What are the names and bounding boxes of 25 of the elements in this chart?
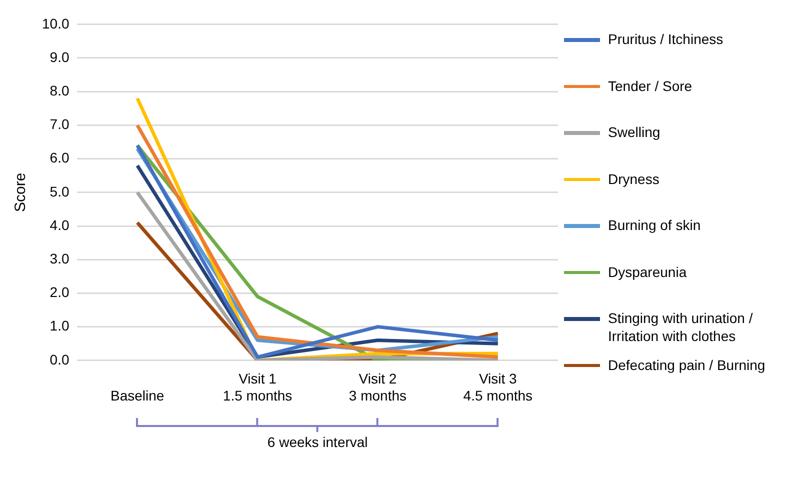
y-tick-label: 10.0: [42, 15, 70, 32]
legend-label: Dyspareunia: [608, 262, 687, 280]
legend-label: Burning of skin: [608, 216, 701, 234]
text: 6 weeks interval: [266, 434, 369, 450]
legend-label: Tender / Sore: [608, 76, 692, 94]
legend-label: Swelling: [608, 123, 660, 141]
legend-label: Stinging with urination / Irritation with clothes: [608, 309, 754, 345]
y-tick-label: 5.0: [50, 183, 70, 200]
y-tick-label: 0.0: [50, 351, 70, 368]
y-tick-label: 7.0: [50, 116, 70, 132]
x-tick-label: Visit 1 1.5 months: [222, 370, 292, 404]
y-tick-label: 3.0: [50, 250, 70, 266]
y-tick-label: 4.0: [50, 216, 70, 233]
y-tick-label: 1.0: [50, 318, 70, 334]
legend-label: Pruritus / Itchiness: [608, 30, 724, 48]
y-tick-label: 9.0: [50, 48, 70, 65]
x-tick-label: Baseline: [110, 387, 164, 404]
y-tick-label: 6.0: [50, 150, 70, 166]
legend-label: Defecating pain / Burning: [608, 356, 766, 374]
legend-label: Dryness: [608, 170, 660, 188]
y-tick-label: 8.0: [50, 82, 70, 98]
y-tick-label: 2.0: [50, 284, 70, 300]
y-axis-title: Score: [12, 172, 30, 212]
x-tick-label: Visit 3 4.5 months: [463, 370, 533, 404]
x-tick-label: Visit 2 3 months: [348, 370, 407, 404]
